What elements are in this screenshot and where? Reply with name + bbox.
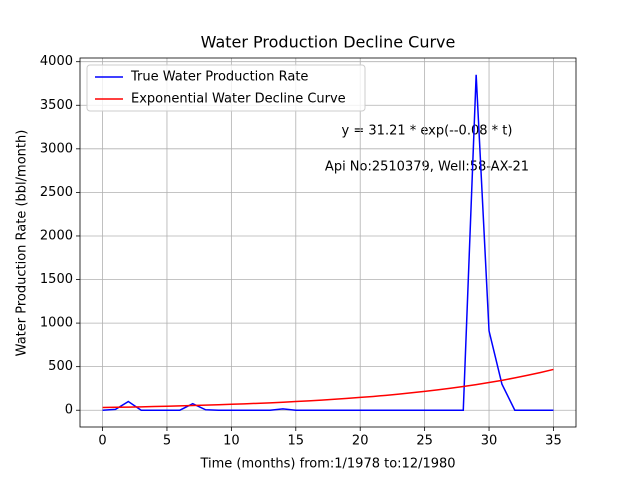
legend-label: True Water Production Rate	[130, 70, 308, 85]
y-axis-label: Water Production Rate (bbl/month)	[15, 130, 30, 357]
y-tick-label: 1000	[40, 316, 73, 331]
x-tick-label: 25	[416, 434, 433, 449]
x-axis-label: Time (months) from:1/1978 to:12/1980	[199, 457, 455, 472]
x-tick-label: 35	[545, 434, 562, 449]
x-tick-label: 0	[98, 434, 106, 449]
y-tick-label: 2500	[40, 185, 73, 200]
legend-label: Exponential Water Decline Curve	[131, 92, 346, 107]
x-tick-label: 10	[223, 434, 240, 449]
annotation: y = 31.21 * exp(--0.08 * t)	[342, 124, 513, 139]
y-tick-label: 3000	[40, 141, 73, 156]
annotation: Api No:2510379, Well:58-AX-21	[325, 160, 529, 175]
y-tick-label: 2000	[40, 228, 73, 243]
y-tick-label: 3500	[40, 98, 73, 113]
data-line	[102, 368, 554, 409]
y-tick-label: 0	[65, 403, 73, 418]
plot-frame	[79, 57, 577, 428]
x-tick-label: 30	[481, 434, 498, 449]
x-tick-label: 5	[163, 434, 171, 449]
data-line	[102, 74, 554, 411]
x-tick-label: 20	[352, 434, 369, 449]
y-tick-label: 4000	[40, 54, 73, 69]
y-tick-label: 1500	[40, 272, 73, 287]
chart-title: Water Production Decline Curve	[201, 33, 456, 52]
y-tick-label: 500	[48, 359, 73, 374]
legend-box	[86, 64, 366, 112]
x-tick-label: 15	[288, 434, 305, 449]
